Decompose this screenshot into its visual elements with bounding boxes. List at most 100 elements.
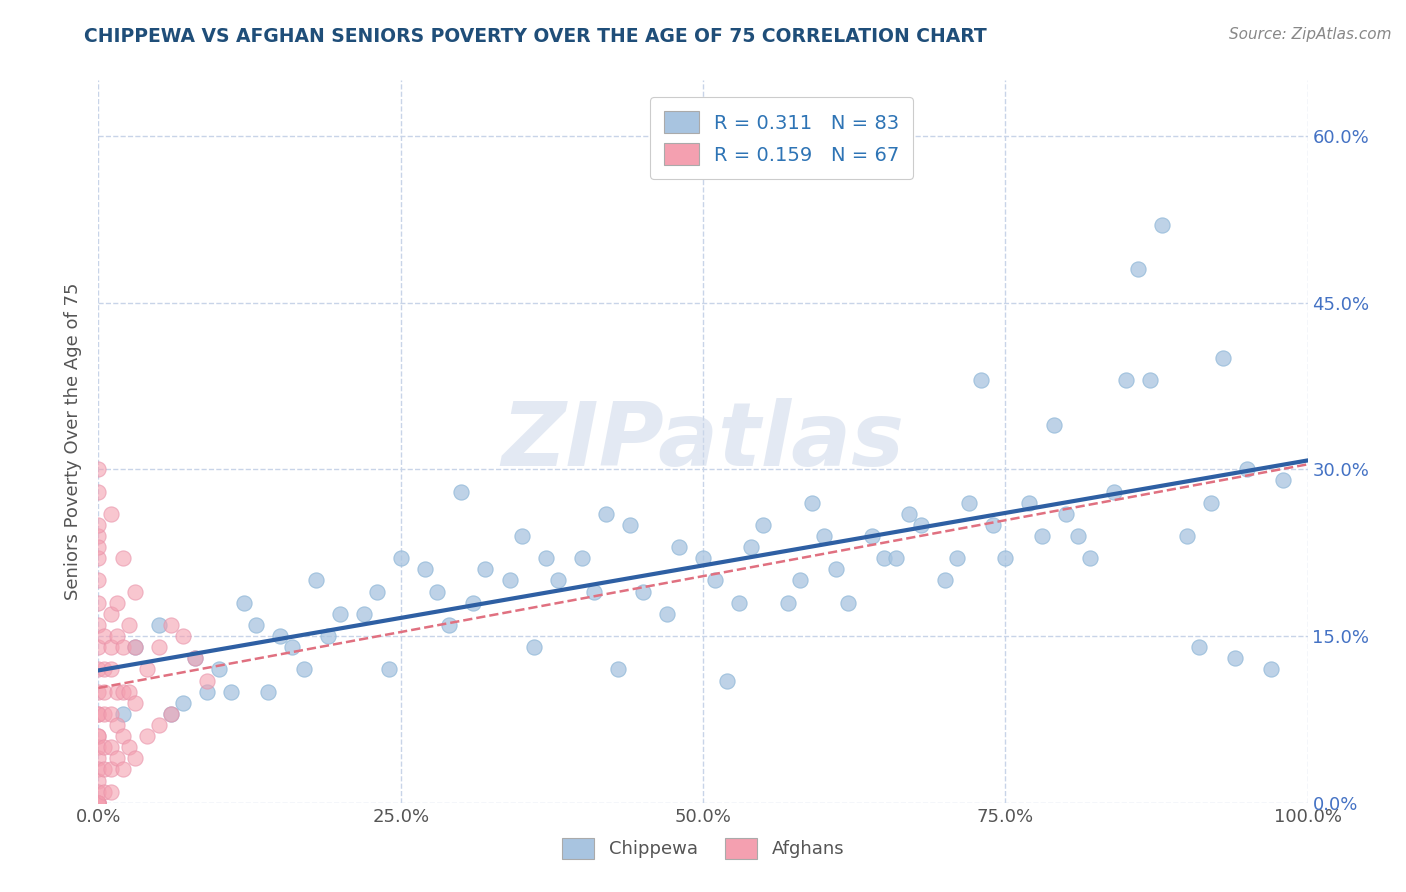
Point xyxy=(148,718,170,732)
Point xyxy=(87,729,110,743)
Point xyxy=(1188,640,1211,655)
Text: ZIPatlas: ZIPatlas xyxy=(502,398,904,485)
Point xyxy=(87,751,110,765)
Point xyxy=(1223,651,1246,665)
Point xyxy=(111,640,134,655)
Point xyxy=(571,551,593,566)
Point xyxy=(1018,496,1040,510)
Point xyxy=(1102,484,1125,499)
Point xyxy=(534,551,557,566)
Point xyxy=(93,662,115,676)
Point xyxy=(595,507,617,521)
Point xyxy=(1175,529,1198,543)
Point xyxy=(523,640,546,655)
Text: Source: ZipAtlas.com: Source: ZipAtlas.com xyxy=(1229,27,1392,42)
Point xyxy=(1054,507,1077,521)
Point xyxy=(87,785,110,799)
Point xyxy=(160,706,183,721)
Point xyxy=(118,740,141,755)
Point xyxy=(93,740,115,755)
Point xyxy=(970,373,993,387)
Point xyxy=(93,684,115,698)
Point xyxy=(897,507,920,521)
Point xyxy=(752,517,775,532)
Point xyxy=(87,740,110,755)
Point xyxy=(498,574,520,588)
Point xyxy=(160,618,183,632)
Point xyxy=(825,562,848,576)
Point xyxy=(118,684,141,698)
Point xyxy=(366,584,388,599)
Point xyxy=(105,629,128,643)
Point xyxy=(1272,474,1295,488)
Point xyxy=(93,763,115,777)
Point xyxy=(450,484,472,499)
Point xyxy=(195,684,218,698)
Point xyxy=(437,618,460,632)
Point xyxy=(148,618,170,632)
Point xyxy=(87,796,110,810)
Point xyxy=(87,484,110,499)
Point xyxy=(631,584,654,599)
Point xyxy=(100,662,122,676)
Point xyxy=(256,684,278,698)
Point xyxy=(184,651,207,665)
Point xyxy=(87,529,110,543)
Point xyxy=(910,517,932,532)
Point xyxy=(860,529,883,543)
Point xyxy=(184,651,207,665)
Point xyxy=(716,673,738,688)
Point xyxy=(292,662,315,676)
Point xyxy=(105,596,128,610)
Point xyxy=(583,584,606,599)
Point xyxy=(329,607,352,621)
Point xyxy=(87,596,110,610)
Point xyxy=(93,706,115,721)
Point xyxy=(87,684,110,698)
Point xyxy=(510,529,533,543)
Point xyxy=(124,640,146,655)
Point xyxy=(1067,529,1090,543)
Point xyxy=(111,763,134,777)
Point xyxy=(281,640,304,655)
Point xyxy=(87,574,110,588)
Point xyxy=(87,796,110,810)
Point xyxy=(981,517,1004,532)
Point xyxy=(100,785,122,799)
Point xyxy=(934,574,956,588)
Point xyxy=(100,507,122,521)
Point xyxy=(111,551,134,566)
Point xyxy=(474,562,496,576)
Point xyxy=(111,729,134,743)
Point xyxy=(124,584,146,599)
Point xyxy=(135,729,157,743)
Point xyxy=(1031,529,1053,543)
Point xyxy=(873,551,896,566)
Text: CHIPPEWA VS AFGHAN SENIORS POVERTY OVER THE AGE OF 75 CORRELATION CHART: CHIPPEWA VS AFGHAN SENIORS POVERTY OVER … xyxy=(84,27,987,45)
Point xyxy=(1139,373,1161,387)
Point xyxy=(87,796,110,810)
Point xyxy=(105,718,128,732)
Point xyxy=(172,629,194,643)
Point xyxy=(118,618,141,632)
Point xyxy=(1042,417,1064,432)
Point xyxy=(740,540,762,554)
Point xyxy=(100,607,122,621)
Point xyxy=(1152,218,1174,232)
Point xyxy=(195,673,218,688)
Point xyxy=(886,551,908,566)
Point xyxy=(389,551,412,566)
Point xyxy=(87,517,110,532)
Point xyxy=(172,696,194,710)
Point xyxy=(87,462,110,476)
Point xyxy=(1128,262,1150,277)
Point xyxy=(607,662,630,676)
Legend: Chippewa, Afghans: Chippewa, Afghans xyxy=(554,830,852,866)
Point xyxy=(547,574,569,588)
Point xyxy=(111,684,134,698)
Point xyxy=(87,796,110,810)
Point xyxy=(135,662,157,676)
Point xyxy=(124,640,146,655)
Point xyxy=(208,662,231,676)
Point xyxy=(87,763,110,777)
